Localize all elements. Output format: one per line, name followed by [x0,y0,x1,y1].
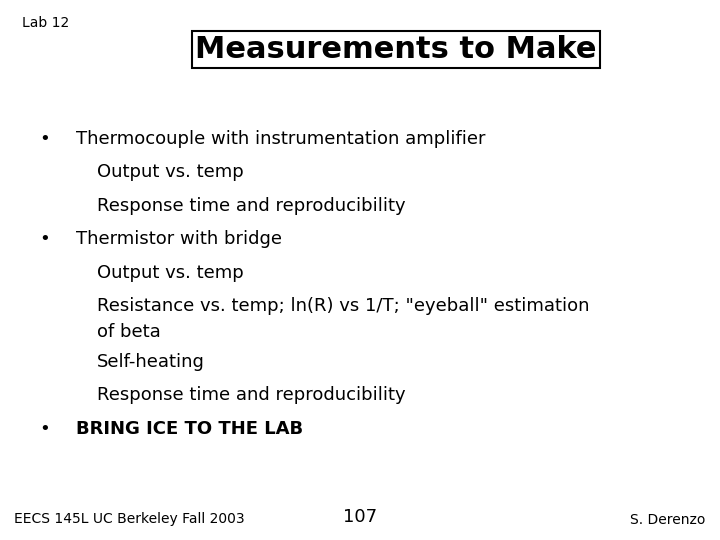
Text: •: • [40,230,50,248]
Text: Output vs. temp: Output vs. temp [97,264,244,281]
Text: Lab 12: Lab 12 [22,16,69,30]
Text: BRING ICE TO THE LAB: BRING ICE TO THE LAB [76,420,302,437]
Text: Measurements to Make: Measurements to Make [195,35,597,64]
Text: Thermocouple with instrumentation amplifier: Thermocouple with instrumentation amplif… [76,130,485,147]
Text: EECS 145L UC Berkeley Fall 2003: EECS 145L UC Berkeley Fall 2003 [14,512,245,526]
Text: •: • [40,420,50,437]
Text: Response time and reproducibility: Response time and reproducibility [97,197,406,214]
Text: 107: 107 [343,509,377,526]
Text: of beta: of beta [97,323,161,341]
Text: Output vs. temp: Output vs. temp [97,163,244,181]
Text: •: • [40,130,50,147]
Text: Response time and reproducibility: Response time and reproducibility [97,386,406,404]
Text: Thermistor with bridge: Thermistor with bridge [76,230,282,248]
Text: Resistance vs. temp; ln(R) vs 1/T; "eyeball" estimation: Resistance vs. temp; ln(R) vs 1/T; "eyeb… [97,297,590,315]
Text: S. Derenzo: S. Derenzo [630,512,706,526]
Text: Self-heating: Self-heating [97,353,205,370]
